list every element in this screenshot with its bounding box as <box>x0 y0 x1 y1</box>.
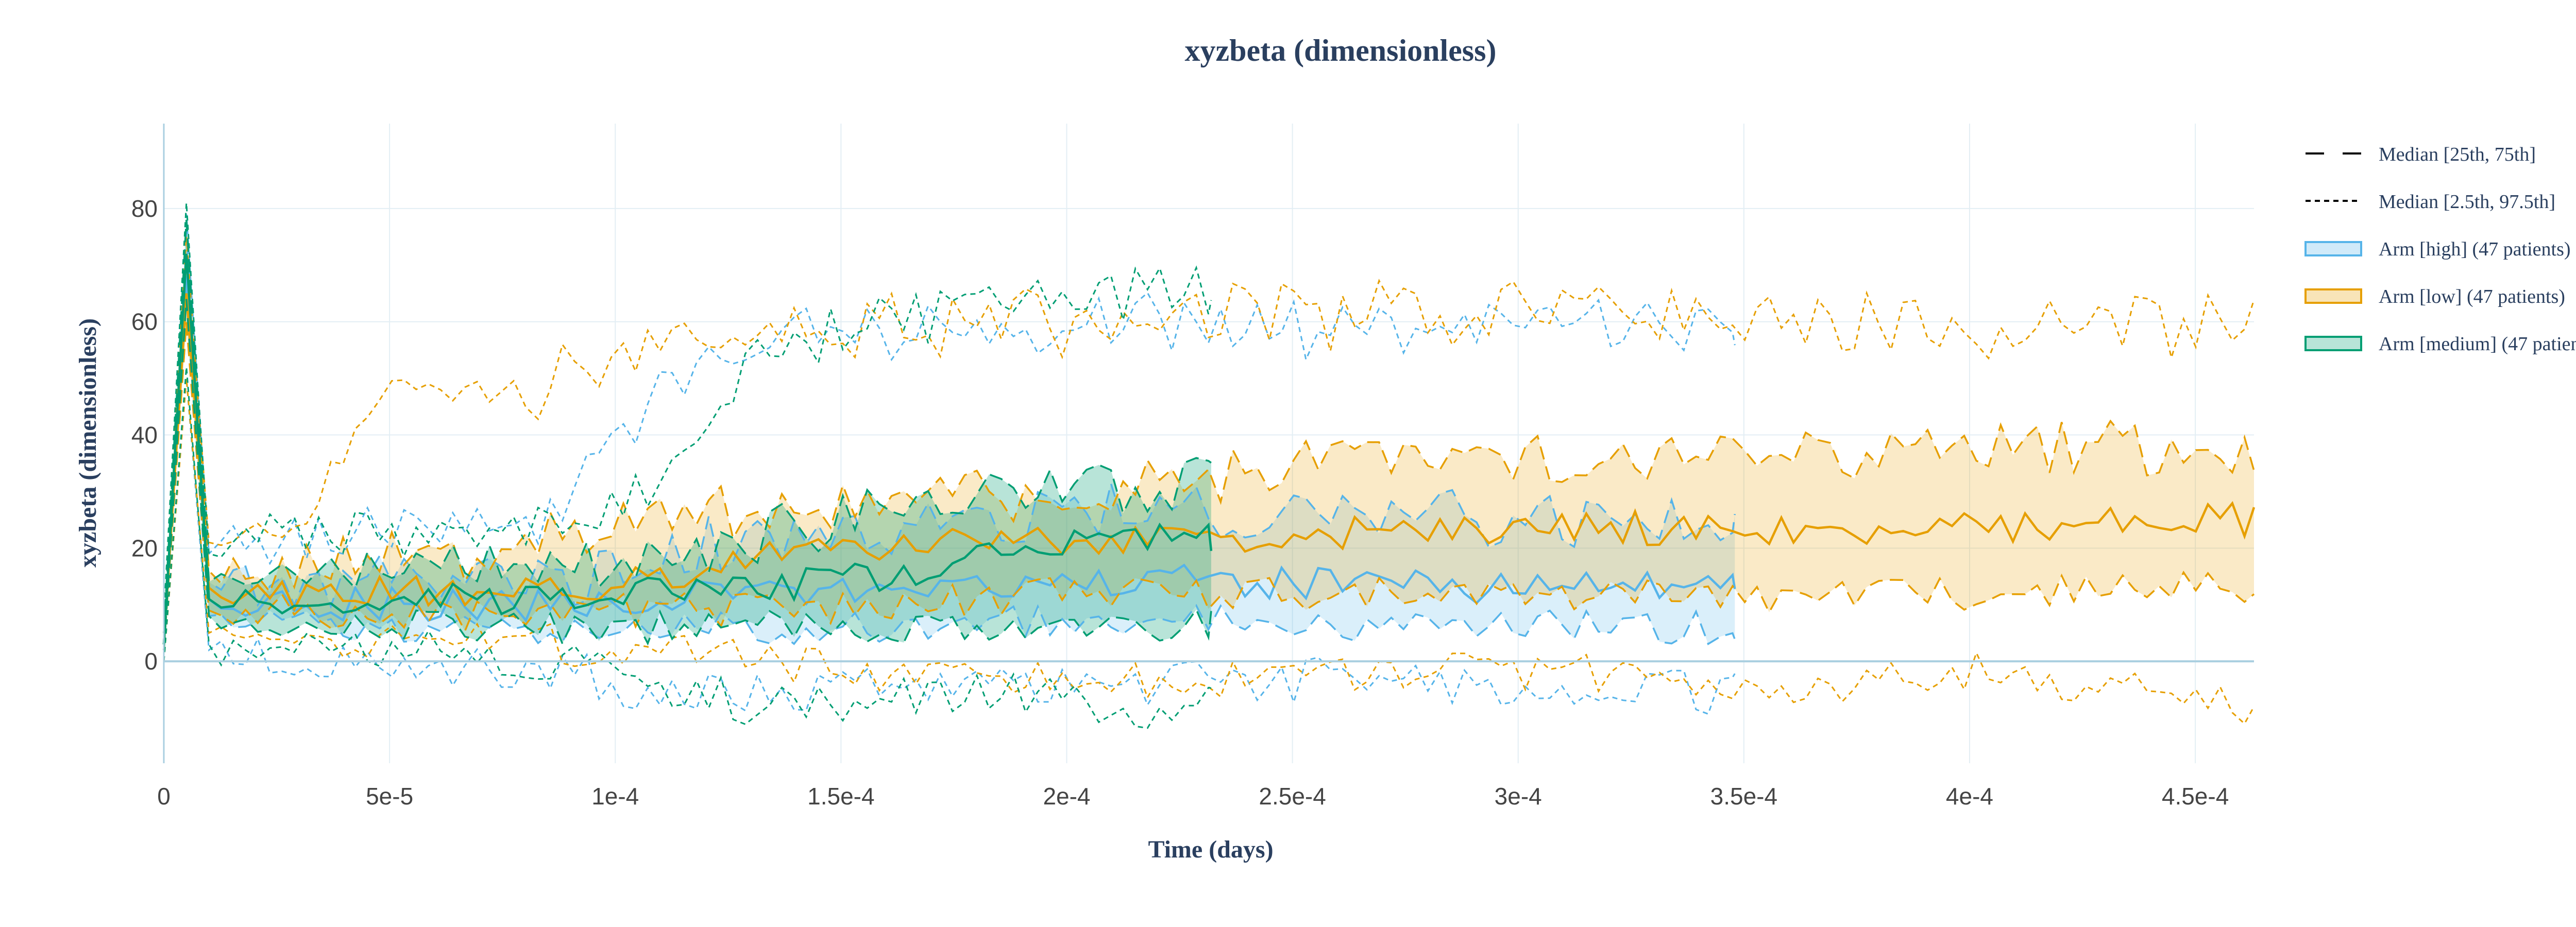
y-tick-label: 0 <box>144 648 158 675</box>
y-tick-label: 80 <box>131 195 158 222</box>
y-tick-label: 20 <box>131 535 158 561</box>
series-layer <box>162 202 2256 729</box>
x-tick-label: 0 <box>157 783 171 810</box>
gridlines <box>163 124 2254 763</box>
y-tick-label: 60 <box>131 308 158 335</box>
axes: 0 5e-5 1e-4 1.5e-4 2e-4 2.5e-4 3e-4 3.5e-4 4e-4 4… <box>131 124 2254 810</box>
q25-line-arm-medium-patients- <box>163 299 1212 650</box>
p97-5-line-arm-medium-patients- <box>163 202 1212 616</box>
x-tick-label: 2e-4 <box>1043 783 1090 810</box>
legend-swatch-arm <box>2304 288 2362 304</box>
q25-line-arm-high-patients- <box>163 321 1736 650</box>
legend-swatch-arm <box>2304 241 2362 256</box>
q75-line-arm-high-patients- <box>163 231 1736 633</box>
iqr-band-arm-high-patients- <box>164 231 1735 650</box>
legend-label: Arm [medium] (47 patients) <box>2379 333 2576 355</box>
iqr-band-arm-medium-patients- <box>164 219 1211 650</box>
p2-5-line-arm-medium-patients- <box>163 367 1212 729</box>
x-tick-label: 1.5e-4 <box>807 783 874 810</box>
q75-line-arm-medium-patients- <box>163 219 1212 633</box>
legend: Median [25th, 75th] Median [2.5th, 97.5th… <box>2304 144 2576 355</box>
y-tick-label: 40 <box>131 422 158 449</box>
x-axis-title: Time (days) <box>1148 836 1273 863</box>
y-axis-title: xyzbeta (dimensionless) <box>74 318 101 568</box>
legend-label: Arm [low] (47 patients) <box>2379 286 2565 307</box>
chart-title: xyzbeta (dimensionless) <box>1185 33 1497 67</box>
legend-label: Median [25th, 75th] <box>2379 144 2536 165</box>
x-tick-label: 4.5e-4 <box>2162 783 2229 810</box>
q75-line-arm-low-patients- <box>163 253 2255 633</box>
x-tick-label: 5e-5 <box>366 783 413 810</box>
x-tick-label: 3e-4 <box>1495 783 1542 810</box>
legend-label: Arm [high] (47 patients) <box>2379 238 2571 260</box>
p97-5-line-arm-high-patients- <box>163 214 1736 616</box>
x-tick-label: 1e-4 <box>591 783 639 810</box>
p97-5-line-arm-low-patients- <box>163 236 2255 616</box>
x-tick-label: 3.5e-4 <box>1710 783 1777 810</box>
legend-label: Median [2.5th, 97.5th] <box>2379 191 2555 213</box>
x-tick-label: 2.5e-4 <box>1259 783 1326 810</box>
x-tick-label: 4e-4 <box>1946 783 1993 810</box>
legend-swatch-arm <box>2304 336 2362 351</box>
iqr-band-arm-low-patients- <box>164 253 2254 650</box>
median-line-arm-medium-patients- <box>162 253 1213 645</box>
